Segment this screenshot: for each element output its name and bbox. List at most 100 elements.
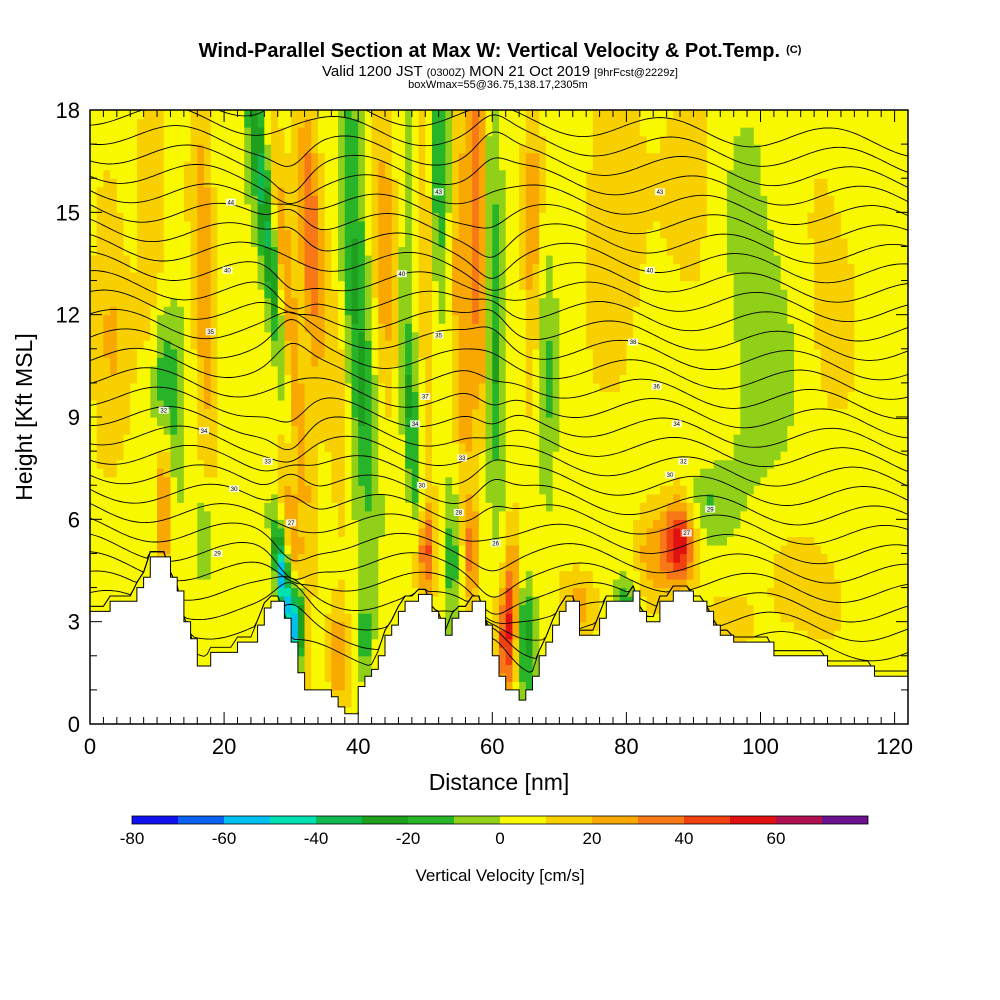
velocity-cell [277,152,286,162]
velocity-cell [244,110,252,120]
velocity-cell [244,340,252,350]
velocity-cell [244,297,252,307]
velocity-cell [237,493,245,503]
velocity-cell [157,297,165,307]
velocity-cell [257,553,265,563]
velocity-cell [485,391,493,401]
velocity-cell [519,672,527,682]
velocity-cell [465,493,473,503]
velocity-cell [110,442,118,452]
velocity-cell [499,544,507,555]
velocity-cell [458,544,467,555]
velocity-cell [203,195,212,205]
velocity-cell [545,289,554,299]
velocity-cell [344,382,353,393]
velocity-cell [344,485,353,495]
velocity-cell [190,561,198,572]
velocity-cell [271,536,279,546]
velocity-cell [492,314,500,324]
velocity-cell [431,152,440,162]
velocity-cell [364,468,373,478]
velocity-cell [344,502,353,512]
velocity-cell [291,425,299,435]
velocity-cell [143,391,151,401]
velocity-cell [331,391,339,401]
velocity-cell [438,604,446,614]
velocity-cell [90,604,98,614]
velocity-cell [499,280,507,290]
velocity-cell [364,203,373,213]
velocity-cell [177,493,185,503]
velocity-cell [324,604,332,614]
velocity-cell [371,152,379,162]
velocity-cell [311,169,319,179]
velocity-cell [157,476,165,486]
velocity-cell [157,212,165,222]
velocity-cell [532,434,540,444]
velocity-cell [183,399,192,410]
velocity-cell [297,630,306,640]
velocity-cell [391,570,400,580]
velocity-cell [431,399,440,410]
velocity-cell [485,544,493,555]
velocity-cell [190,553,198,563]
velocity-cell [210,476,218,486]
velocity-cell [344,212,353,222]
velocity-cell [418,186,426,196]
velocity-cell [405,161,413,171]
velocity-cell [478,169,487,179]
velocity-cell [331,493,339,503]
velocity-cell [116,254,125,265]
velocity-cell [203,536,212,546]
velocity-cell [271,323,279,333]
velocity-cell [217,425,225,435]
velocity-cell [257,246,265,256]
velocity-cell [264,476,272,486]
velocity-cell [170,493,178,503]
velocity-cell [163,118,172,128]
velocity-cell [331,459,339,469]
velocity-cell [338,434,346,444]
velocity-cell [150,434,158,444]
velocity-cell [545,152,554,162]
velocity-cell [364,417,373,427]
velocity-cell [358,348,366,358]
velocity-cell [411,579,420,589]
velocity-cell [358,357,366,367]
velocity-cell [271,417,279,427]
velocity-cell [177,280,185,290]
velocity-cell [210,127,218,137]
velocity-cell [210,229,218,239]
velocity-cell [411,596,420,606]
velocity-cell [163,289,172,299]
velocity-cell [405,502,413,512]
velocity-cell [465,391,473,401]
velocity-cell [425,331,433,341]
velocity-cell [317,408,326,418]
velocity-cell [317,237,326,248]
velocity-cell [351,135,359,145]
velocity-cell [224,254,232,265]
velocity-cell [291,203,299,213]
velocity-cell [492,144,500,154]
velocity-cell [150,110,158,120]
velocity-cell [405,365,413,375]
velocity-cell [170,118,178,128]
velocity-cell [391,519,400,529]
velocity-cell [465,118,473,128]
velocity-cell [532,237,540,248]
velocity-cell [452,408,460,418]
velocity-cell [545,417,554,427]
velocity-cell [230,596,239,606]
velocity-cell [237,459,245,469]
velocity-cell [364,647,373,657]
velocity-cell [90,391,98,401]
velocity-cell [411,382,420,393]
velocity-cell [458,161,467,171]
velocity-cell [438,553,446,563]
velocity-cell [250,442,259,452]
velocity-cell [378,110,386,120]
velocity-cell [217,451,225,461]
velocity-cell [519,442,527,452]
velocity-cell [244,417,252,427]
